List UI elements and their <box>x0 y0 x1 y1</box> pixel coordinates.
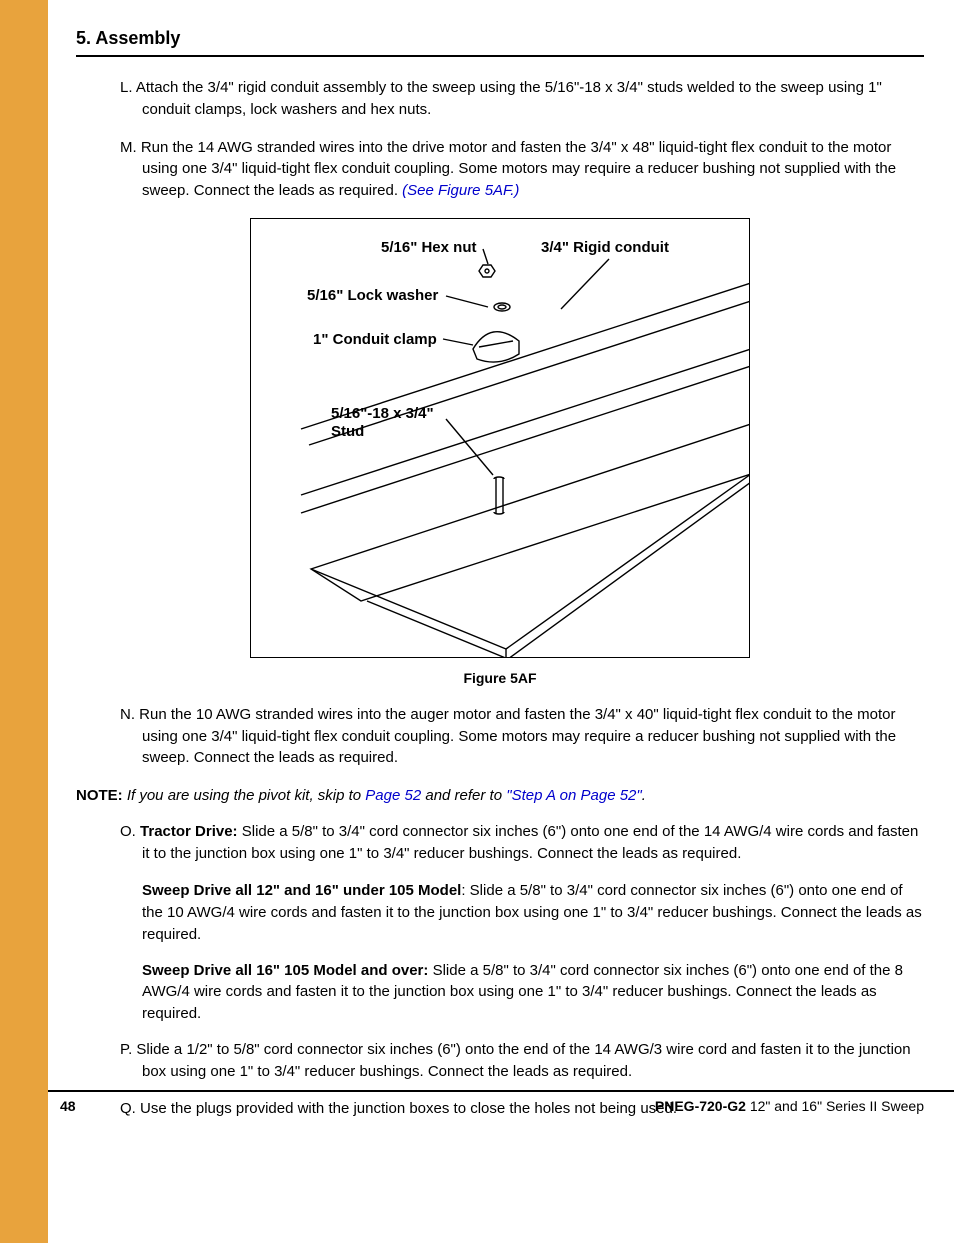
step-p: P. Slide a 1/2" to 5/8" cord connector s… <box>120 1039 924 1083</box>
page-number: 48 <box>60 1098 76 1114</box>
step-o-text: Slide a 5/8" to 3/4" cord connector six … <box>142 823 918 862</box>
footer-pub-wrap: PNEG-720-G2 12" and 16" Series II Sweep <box>655 1098 924 1114</box>
step-o-sub2-bold: Sweep Drive all 16" 105 Model and over: <box>142 962 428 979</box>
figure-caption: Figure 5AF <box>76 670 924 686</box>
note-label: NOTE: <box>76 787 123 804</box>
step-o-sub1-bold: Sweep Drive all 12" and 16" under 105 Mo… <box>142 882 461 899</box>
step-l: L. Attach the 3/4" rigid conduit assembl… <box>120 77 924 121</box>
footer-pub: PNEG-720-G2 <box>655 1098 746 1114</box>
step-o-letter: O. <box>120 823 140 840</box>
step-o-sub2: Sweep Drive all 16" 105 Model and over: … <box>142 960 924 1025</box>
step-o-bold: Tractor Drive: <box>140 823 238 840</box>
step-o-sub1: Sweep Drive all 12" and 16" under 105 Mo… <box>142 880 924 945</box>
figure-svg <box>251 219 750 658</box>
page-content: 5. Assembly L. Attach the 3/4" rigid con… <box>48 0 954 1136</box>
step-n: N. Run the 10 AWG stranded wires into th… <box>120 704 924 769</box>
figure-5af-box: 5/16" Hex nut 3/4" Rigid conduit 5/16" L… <box>250 218 750 658</box>
orange-sidebar <box>0 0 48 1243</box>
note-mid: and refer to <box>421 787 506 804</box>
section-title: 5. Assembly <box>76 28 924 49</box>
note-link1[interactable]: Page 52 <box>365 787 421 804</box>
step-m: M. Run the 14 AWG stranded wires into th… <box>120 137 924 202</box>
step-o: O. Tractor Drive: Slide a 5/8" to 3/4" c… <box>120 821 924 865</box>
figure-ref-link[interactable]: (See Figure 5AF.) <box>402 182 519 199</box>
title-rule <box>76 55 924 57</box>
footer: 48 PNEG-720-G2 12" and 16" Series II Swe… <box>48 1090 954 1114</box>
note-link2[interactable]: "Step A on Page 52" <box>506 787 641 804</box>
note: NOTE: If you are using the pivot kit, sk… <box>76 785 924 807</box>
note-post: . <box>642 787 646 804</box>
footer-pub-text: 12" and 16" Series II Sweep <box>746 1098 924 1114</box>
note-pre: If you are using the pivot kit, skip to <box>123 787 366 804</box>
figure-5af-container: 5/16" Hex nut 3/4" Rigid conduit 5/16" L… <box>76 218 924 686</box>
